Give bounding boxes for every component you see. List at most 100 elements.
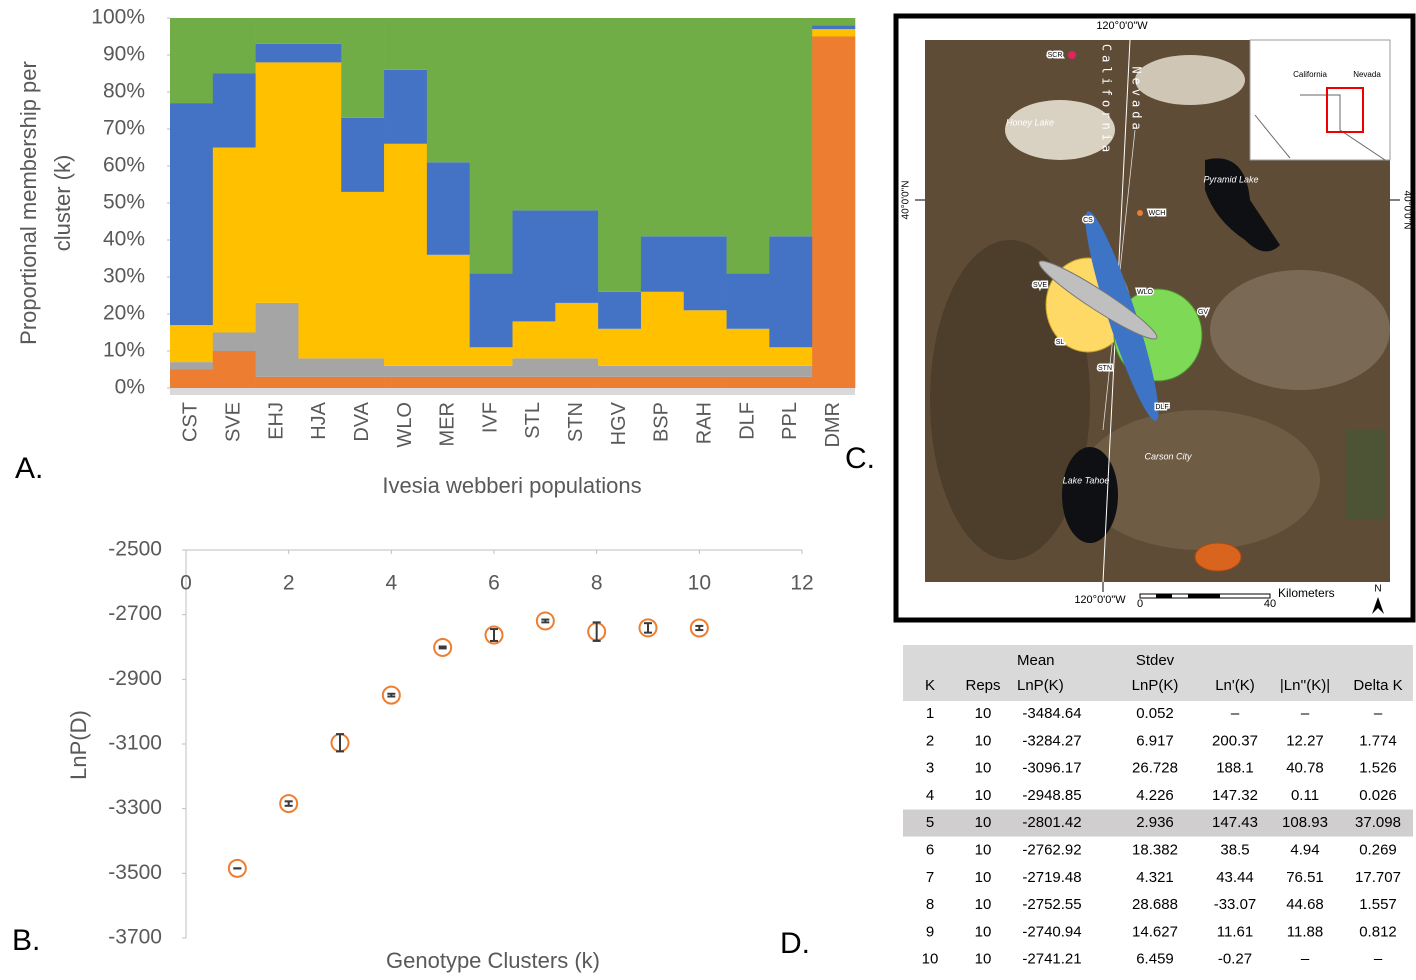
table-cell: 10 [975, 923, 992, 940]
inset-map [1249, 39, 1391, 161]
table-cell: 4 [926, 787, 934, 804]
bar-segment [769, 236, 813, 348]
x-tick-label: CST [180, 402, 202, 442]
x-tick-label: RAH [693, 402, 715, 444]
panel-label: A. [15, 452, 43, 485]
bar-segment [512, 210, 556, 322]
y-tick-label: 100% [91, 6, 145, 29]
site-label: SL [1056, 339, 1065, 346]
bar-segment [384, 18, 428, 70]
y-tick-label: 30% [103, 265, 145, 288]
table-cell: 10 [975, 787, 992, 804]
table-cell: 10 [975, 951, 992, 968]
bar-segment [512, 358, 556, 377]
bar-segment [170, 369, 214, 388]
bar-segment [384, 365, 428, 377]
table-cell: 0.269 [1359, 841, 1397, 858]
feature-label: Pyramid Lake [1203, 174, 1258, 184]
y-tick-label: 40% [103, 228, 145, 251]
bar-segment [298, 62, 342, 359]
feature-label: Honey Lake [1006, 117, 1054, 127]
bar-segment [426, 18, 470, 163]
table-highlight [903, 809, 1413, 837]
y-axis-label: cluster (k) [50, 155, 75, 252]
bar-segment [212, 18, 256, 74]
table-cell: -2801.42 [1022, 814, 1081, 831]
table-cell: 0.026 [1359, 787, 1397, 804]
table-cell: 18.382 [1132, 841, 1178, 858]
table-cell: 10 [975, 760, 992, 777]
table-cell: 200.37 [1212, 732, 1258, 749]
x-tick-label: HJA [308, 401, 330, 439]
table-cell: 4.94 [1290, 841, 1319, 858]
bar-segment [640, 376, 685, 388]
marker [484, 625, 504, 645]
site-label: WCH [1149, 210, 1166, 217]
x-tick-label: WLO [394, 402, 416, 448]
bar-segment [512, 18, 556, 211]
table-cell: 1 [926, 705, 934, 722]
bar-segment [255, 62, 299, 303]
table-cell: 44.68 [1286, 896, 1324, 913]
site-label: WLO [1137, 289, 1154, 296]
table-cell: -3096.17 [1022, 760, 1081, 777]
state-label: Nevada [1130, 66, 1144, 133]
pie [1038, 260, 1158, 340]
bar-segment [769, 347, 813, 366]
bar-segment [212, 332, 256, 351]
x-tick-label: MER [437, 402, 459, 446]
bar-segment [769, 365, 813, 377]
bar-segment [512, 376, 556, 388]
bar-segment [726, 376, 770, 388]
x-axis-band [170, 388, 855, 395]
table-cell: 0.052 [1136, 705, 1174, 722]
x-tick-label: DVA [351, 401, 373, 441]
error-bar [541, 618, 550, 624]
lake [1205, 158, 1280, 252]
x-tick-label: EHJ [265, 402, 287, 440]
playa [1135, 55, 1245, 105]
bar-segment [640, 236, 685, 292]
x-tick-label: 0 [180, 572, 192, 595]
y-axis-label: Proportional membership per [16, 61, 41, 345]
table-cell: 14.627 [1132, 923, 1178, 940]
pie [1194, 542, 1242, 572]
site-label: DLF [1155, 404, 1168, 411]
scale-tick: 40 [1264, 598, 1276, 610]
table-cell: 17.707 [1355, 869, 1401, 886]
bar-segment [426, 365, 470, 377]
table-cell: 12.27 [1286, 732, 1324, 749]
table-header: Stdev [1136, 652, 1175, 669]
x-axis-label: Genotype Clusters (k) [386, 948, 600, 973]
table-cell: 0.11 [1291, 787, 1319, 804]
bar-segment [341, 376, 385, 388]
parallel-label: 40°0'0"N [901, 181, 912, 220]
bar-segment [726, 328, 770, 366]
error-bar [644, 622, 652, 634]
bar-segment [298, 376, 342, 388]
bar-segment [555, 358, 599, 377]
bar-segment [640, 291, 685, 366]
table-cell: 8 [926, 896, 934, 913]
y-tick-label: 50% [103, 191, 145, 214]
bar-segment [683, 18, 727, 237]
bar-segment [255, 376, 299, 388]
table-cell: – [1301, 951, 1310, 968]
bar-segment [170, 325, 214, 363]
y-tick-label: -3100 [108, 732, 162, 755]
table-cell: 188.1 [1216, 760, 1254, 777]
table-cell: -2740.94 [1022, 923, 1081, 940]
table-cell: 10 [975, 814, 992, 831]
north-label: N [1374, 584, 1381, 595]
bar-segment [640, 18, 685, 237]
table-cell: 40.78 [1286, 760, 1324, 777]
y-tick-label: 80% [103, 80, 145, 103]
table-cell: -3284.27 [1022, 732, 1081, 749]
table-header: Reps [965, 677, 1000, 694]
scale-bar [1156, 594, 1172, 598]
y-tick-label: -2700 [108, 602, 162, 625]
bar-segment [598, 365, 642, 377]
y-tick-label: -3700 [108, 926, 162, 949]
error-bar [387, 692, 396, 698]
table-cell: 10 [975, 841, 992, 858]
